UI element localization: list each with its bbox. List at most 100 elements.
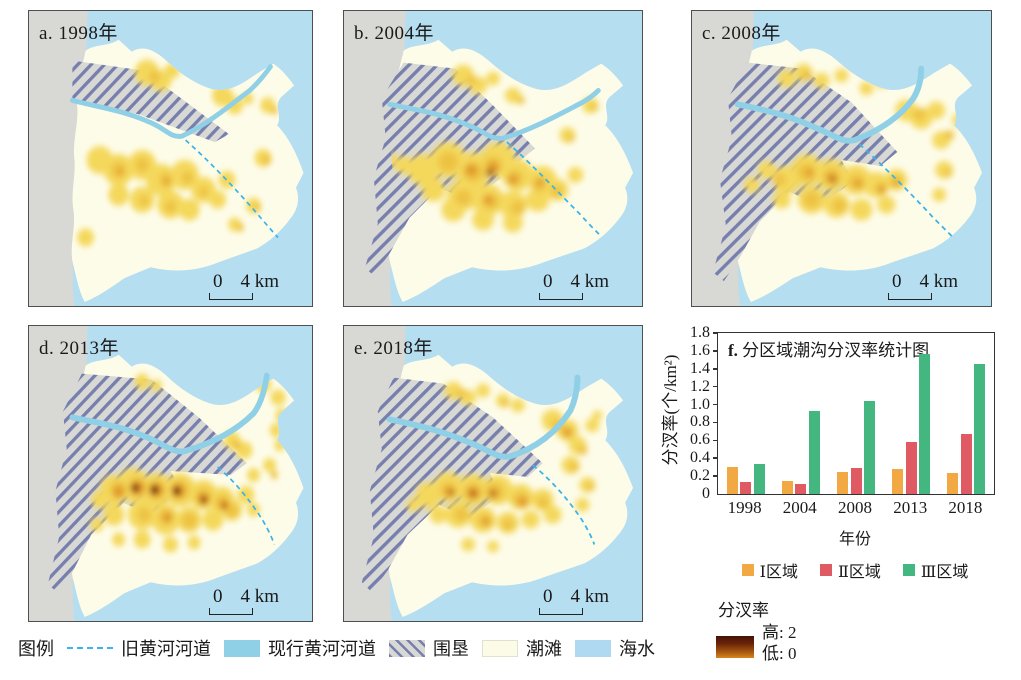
- bar-1998-series2: [740, 482, 752, 494]
- density-low-label: 低: 0: [762, 644, 797, 663]
- y-tick-mark: [713, 385, 718, 388]
- x-tick-label: 2013: [893, 498, 928, 517]
- bar-2004-series1: [781, 480, 793, 494]
- chart-title: f. 分区域潮沟分汊率统计图: [728, 336, 929, 361]
- map-panel-2018: e. 2018年 0 4 km: [343, 325, 643, 622]
- map-canvas-2018: [344, 326, 642, 621]
- y-tick-label: 0.8: [690, 413, 710, 431]
- chart-y-axis-label: 分汊率(个/km²): [661, 354, 680, 466]
- scale-bracket: [539, 608, 583, 615]
- map-canvas-2004: [344, 11, 642, 306]
- y-tick-mark: [713, 403, 718, 406]
- scale-bar: 0 4 km: [536, 587, 628, 615]
- y-tick-label: 0: [702, 485, 710, 502]
- x-tick-label: 2008: [837, 498, 872, 517]
- panel-label: c. 2008年: [702, 23, 781, 44]
- bar-2004-series2: [795, 484, 807, 494]
- bar-2018-series1: [947, 472, 959, 494]
- density-range-labels: 高: 2 低: 0: [762, 622, 796, 664]
- scale-bracket: [209, 293, 253, 300]
- legend-item-label: 现行黄河河道: [268, 639, 376, 659]
- bar-2013-series1: [892, 468, 904, 494]
- map-canvas-2008: [692, 11, 991, 306]
- bar-2008-series3: [864, 400, 875, 494]
- tidal-flat-swatch: [482, 639, 518, 657]
- legend-item-label: 围垦: [433, 639, 469, 659]
- chart-title-prefix: f.: [728, 341, 738, 360]
- bar-2018-series2: [960, 434, 972, 494]
- y-tick-mark: [713, 457, 718, 460]
- chart-x-axis-label: 年份: [838, 531, 871, 548]
- scale-zero: 0: [543, 586, 553, 607]
- y-tick-label: 1.2: [690, 377, 710, 395]
- chart-legend-item: Ⅱ区域: [820, 558, 881, 582]
- scale-zero: 0: [543, 271, 553, 292]
- y-tick-mark: [713, 421, 718, 424]
- scale-bracket: [539, 293, 583, 300]
- chart-legend-swatch: [741, 564, 754, 576]
- legend-item-label: 海水: [619, 639, 655, 659]
- scale-bracket: [209, 608, 253, 615]
- hatch-swatch: [389, 639, 425, 657]
- bar-2008-series1: [837, 471, 848, 494]
- chart-legend-item: Ⅲ区域: [902, 558, 969, 582]
- panel-label: e. 2018年: [354, 338, 433, 359]
- map-panel-2013: d. 2013年 0 4 km: [28, 325, 313, 622]
- chart-legend-swatch: [820, 564, 832, 576]
- legend-item-seawater: 海水: [575, 635, 655, 661]
- x-tick-label: 2018: [948, 498, 983, 517]
- y-tick-label: 0.6: [690, 431, 710, 449]
- scale-zero: 0: [892, 271, 902, 292]
- map-legend: 图例 旧黄河河道 现行黄河河道 围垦 潮滩 海水: [18, 634, 655, 662]
- legend-item-current-channel: 现行黄河河道: [224, 635, 376, 661]
- bar-chart-panel: 分汊率(个/km²) f. 分区域潮沟分汊率统计图 0 0.2 0.4 0.6 0.8 1…: [650, 325, 1021, 678]
- scale-distance: 4 km: [240, 271, 280, 292]
- bar-2013-series2: [905, 442, 917, 494]
- legend-item-label: 旧黄河河道: [121, 639, 211, 659]
- chart-plot-area: f. 分区域潮沟分汊率统计图 0 0.2 0.4 0.6 0.8 1.0 1.2 1.4 1.6…: [690, 325, 995, 502]
- y-tick-label: 1.6: [690, 341, 710, 359]
- y-tick-label: 0.4: [690, 449, 710, 467]
- y-tick-mark: [713, 439, 718, 442]
- map-panel-1998: a. 1998年 0 4 km: [28, 10, 313, 307]
- y-tick-label: 1.4: [690, 359, 710, 377]
- scale-zero: 0: [213, 586, 223, 607]
- map-canvas-1998: [29, 11, 312, 306]
- density-high-label: 高: 2: [762, 623, 797, 642]
- panel-label: a. 1998年: [39, 23, 118, 44]
- legend-item-reclamation: 围垦: [389, 635, 469, 661]
- y-tick-mark: [713, 367, 718, 370]
- scale-distance: 4 km: [570, 586, 610, 607]
- y-tick-label: 1.0: [690, 395, 710, 413]
- y-tick-label: 0.2: [690, 467, 710, 485]
- chart-title-text: 分区域潮沟分汊率统计图: [742, 341, 930, 360]
- x-tick-label: 2004: [782, 498, 817, 517]
- scale-bar: 0 4 km: [536, 272, 628, 300]
- bar-2008-series2: [850, 468, 862, 494]
- y-tick-mark: [713, 475, 718, 477]
- seawater-swatch: [575, 639, 611, 657]
- scale-bracket: [888, 293, 932, 300]
- x-tick-label: 1998: [727, 498, 762, 517]
- bar-1998-series1: [726, 467, 738, 494]
- map-panel-2008: c. 2008年 0 4 km: [691, 10, 992, 307]
- panel-label: d. 2013年: [39, 338, 120, 359]
- density-gradient-swatch: [716, 636, 754, 658]
- chart-legend-label: Ⅱ区域: [838, 564, 881, 581]
- chart-legend-swatch: [902, 564, 915, 576]
- chart-legend-label: Ⅰ区域: [759, 564, 798, 581]
- scale-distance: 4 km: [240, 586, 280, 607]
- bar-2018-series3: [974, 364, 986, 494]
- bar-2013-series3: [919, 353, 931, 494]
- river-swatch: [224, 639, 260, 657]
- dashed-line-swatch: [67, 647, 113, 649]
- bar-1998-series3: [753, 463, 765, 494]
- panel-label: b. 2004年: [354, 23, 435, 44]
- scale-bar: 0 4 km: [206, 587, 298, 615]
- chart-legend-item: Ⅰ区域: [741, 558, 798, 582]
- density-legend-title: 分汊率: [718, 601, 769, 620]
- legend-item-label: 潮滩: [526, 639, 562, 659]
- scale-bar: 0 4 km: [885, 272, 977, 300]
- legend-item-old-channel: 旧黄河河道: [67, 635, 211, 661]
- chart-legend-label: Ⅲ区域: [920, 564, 969, 581]
